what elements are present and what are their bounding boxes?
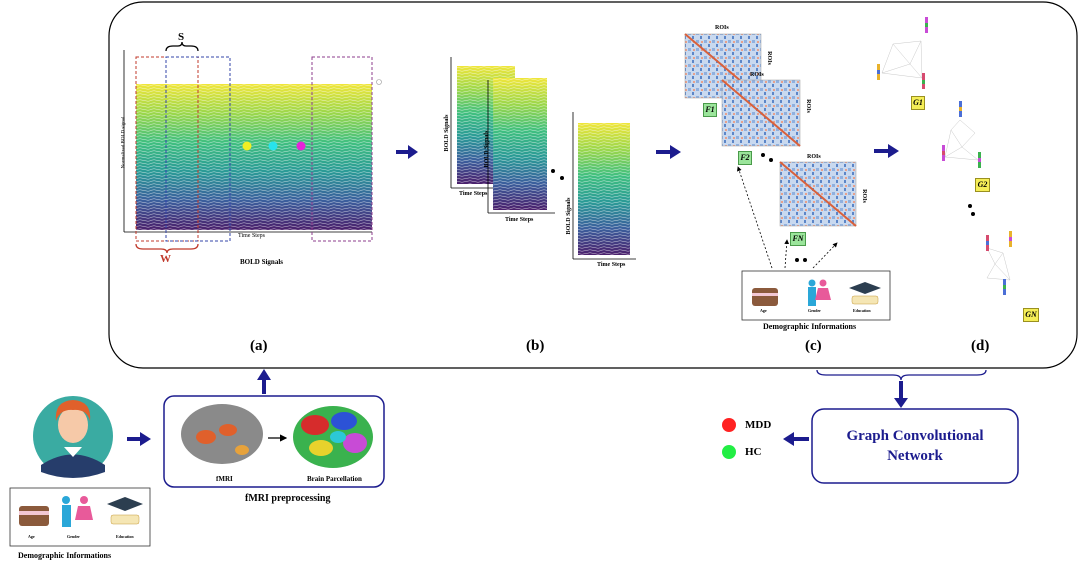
- graph-n: [986, 247, 1011, 281]
- output-label-hc: HC: [745, 446, 762, 458]
- panel-c-connectivity: [684, 33, 891, 321]
- output-label-mdd: MDD: [745, 419, 772, 431]
- graph-name-gn: GN: [1023, 308, 1039, 322]
- panel-cd-brace: [816, 369, 987, 381]
- hc-dot: [722, 445, 736, 459]
- window-brace: [135, 243, 199, 254]
- matrix2-top-label: ROIs: [750, 72, 764, 78]
- graph-1: [881, 40, 923, 79]
- demo-c-gender: Gender: [808, 308, 821, 313]
- panel-a-caption: BOLD Signals: [240, 258, 283, 266]
- fmri-label: fMRI: [216, 475, 233, 483]
- panel-b-x-axis-label-2: Time Steps: [505, 217, 534, 223]
- preprocessing-box: [163, 395, 385, 488]
- demo-c-age: Age: [760, 308, 767, 313]
- panel-b-x-axis-label-1: Time Steps: [459, 191, 488, 197]
- arrow-preproc-up: [257, 369, 271, 394]
- demo-c-education: Education: [853, 308, 871, 313]
- preprocessing-caption: fMRI preprocessing: [245, 493, 331, 504]
- matrix1-top-label: ROIs: [715, 25, 729, 31]
- window-purple: [311, 56, 373, 242]
- demographics-caption-c: Demographic Informations: [763, 322, 857, 331]
- window-blue: [165, 56, 231, 242]
- stride-label: S: [178, 31, 185, 43]
- panel-letter-d: (d): [971, 338, 990, 354]
- arrow-a-b: [396, 145, 418, 159]
- main-container: [108, 1, 1078, 369]
- arrow-subject-preproc: [127, 432, 151, 446]
- arrow-to-gcn: [894, 381, 908, 408]
- mdd-dot: [722, 418, 736, 432]
- demo-subject-age: Age: [28, 534, 35, 539]
- parcellation-label: Brain Parcellation: [307, 475, 362, 483]
- graph-2: [944, 119, 979, 161]
- panel-letter-b: (b): [526, 338, 545, 354]
- panel-a-bold-signals: [123, 41, 382, 254]
- window-label: W: [160, 253, 171, 265]
- panel-b-windows: [450, 57, 636, 260]
- dot-yellow: [242, 141, 252, 151]
- arrow-gcn-output: [783, 432, 809, 446]
- panel-b-y-axis-label-2: BOLD Signals: [484, 130, 490, 168]
- matrix-name-f1: F1: [703, 103, 717, 117]
- demo-subject-gender: Gender: [67, 534, 80, 539]
- matrix-name-fn: FN: [790, 232, 806, 246]
- panel-letter-c: (c): [805, 338, 822, 354]
- graph-node-columns: [877, 17, 1012, 295]
- dot-cyan: [268, 141, 278, 151]
- panel-b-y-axis-label-1: BOLD Signals: [444, 114, 450, 152]
- gcn-title: Graph Convolutional Network: [846, 428, 984, 464]
- panel-letter-a: (a): [250, 338, 268, 354]
- demographics-caption-subject: Demographic Informations: [18, 551, 112, 560]
- matrix2-side-label: ROIs: [804, 99, 811, 113]
- dot-magenta: [296, 141, 306, 151]
- arrow-c-d: [874, 144, 899, 158]
- panel-a-y-axis-label: Normalized BOLD signal: [121, 116, 127, 169]
- panel-a-x-axis-label: Time Steps: [238, 233, 265, 239]
- subject-avatar: [33, 396, 113, 478]
- panel-b-y-axis-label-3: BOLD Signals: [566, 197, 572, 235]
- matrix-name-f2: F2: [738, 151, 752, 165]
- matrix1-side-label: ROIs: [765, 51, 772, 65]
- stride-brace: [165, 41, 199, 52]
- panel-d-graphs: [881, 40, 1011, 281]
- matrixn-side-label: ROIs: [860, 189, 867, 203]
- arrow-b-c: [656, 145, 681, 159]
- demo-subject-education: Education: [116, 534, 134, 539]
- panel-b-x-axis-label-3: Time Steps: [597, 262, 626, 268]
- graph-name-g1: G1: [911, 96, 925, 110]
- matrixn-top-label: ROIs: [807, 154, 821, 160]
- gcn-box: [811, 408, 1019, 484]
- graph-name-g2: G2: [975, 178, 990, 192]
